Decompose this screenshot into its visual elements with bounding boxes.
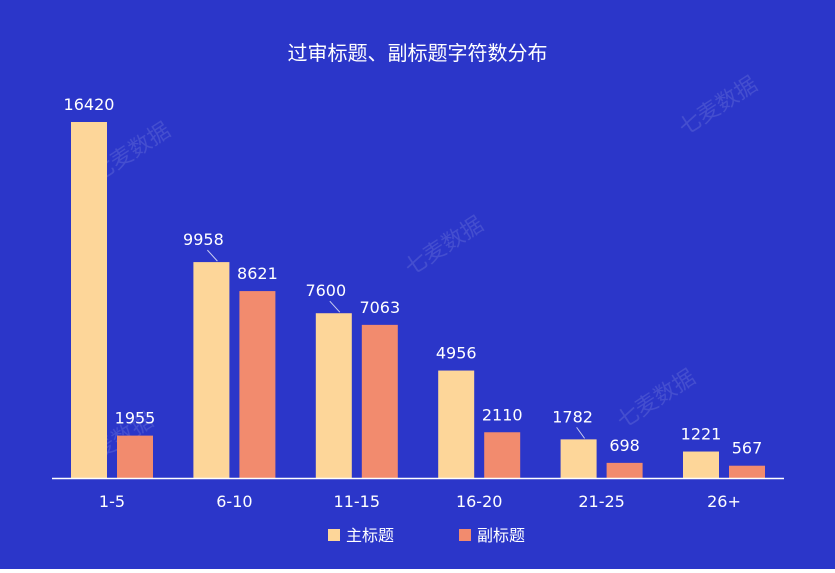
bar-main-title-1-5[interactable] <box>71 122 107 478</box>
x-tick-labels: 1-5 6-10 11-15 16-20 21-25 26+ <box>99 492 741 511</box>
legend-swatch <box>459 529 471 541</box>
data-label: 1955 <box>115 409 156 428</box>
x-tick-label: 26+ <box>707 492 741 511</box>
data-label: 2110 <box>482 405 523 424</box>
bar-subtitle-6-10[interactable] <box>239 291 276 478</box>
bar-subtitle-11-15[interactable] <box>361 324 398 478</box>
bars-layer <box>71 122 765 478</box>
data-label: 1221 <box>681 425 722 444</box>
x-tick-label: 21-25 <box>578 492 625 511</box>
x-tick-label: 1-5 <box>99 492 125 511</box>
data-label: 698 <box>609 436 640 455</box>
label-leader-line <box>329 300 341 313</box>
data-label: 16420 <box>64 95 115 114</box>
bar-subtitle-21-25[interactable] <box>606 462 643 478</box>
bar-subtitle-26+[interactable] <box>729 465 765 478</box>
bar-subtitle-16-20[interactable] <box>484 432 521 478</box>
data-label: 9958 <box>183 230 224 249</box>
data-label: 7600 <box>305 281 346 300</box>
data-label: 8621 <box>237 264 278 283</box>
bar-main-title-11-15[interactable] <box>315 313 352 478</box>
bar-main-title-16-20[interactable] <box>438 370 475 478</box>
x-tick-label: 16-20 <box>456 492 503 511</box>
data-label: 7063 <box>359 298 400 317</box>
legend-item-main-title[interactable]: 主标题 <box>328 526 394 545</box>
bar-main-title-26+[interactable] <box>683 451 719 478</box>
bar-subtitle-1-5[interactable] <box>117 435 153 478</box>
data-label: 4956 <box>436 344 477 363</box>
legend-label: 主标题 <box>346 526 394 545</box>
legend-swatch <box>328 529 340 541</box>
label-leader-line <box>207 249 218 262</box>
data-label: 1782 <box>552 407 593 426</box>
x-tick-label: 6-10 <box>216 492 252 511</box>
legend[interactable]: 主标题 副标题 <box>328 526 525 545</box>
legend-item-subtitle[interactable]: 副标题 <box>459 526 525 545</box>
legend-label: 副标题 <box>477 526 525 545</box>
x-tick-label: 11-15 <box>334 492 381 511</box>
data-label: 567 <box>732 439 763 458</box>
label-leader-line <box>576 427 586 439</box>
bar-main-title-21-25[interactable] <box>560 439 597 478</box>
bar-main-title-6-10[interactable] <box>193 262 230 478</box>
data-labels: 16420 1955 9958 8621 7600 7063 4956 2110 1782 698… <box>64 95 763 458</box>
chart-title: 过审标题、副标题字符数分布 <box>288 41 548 65</box>
